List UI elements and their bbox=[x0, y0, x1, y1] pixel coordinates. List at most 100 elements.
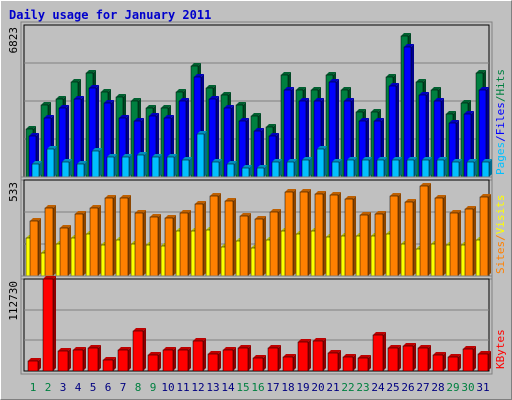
bar-pages-day-23 bbox=[361, 159, 370, 178]
bar-sites-day-6 bbox=[104, 197, 114, 277]
bar-top bbox=[134, 118, 144, 121]
legend-entry: Sites bbox=[494, 241, 507, 274]
bar-pages-day-1 bbox=[31, 163, 40, 178]
bar-side bbox=[294, 159, 297, 177]
x-tick-label: 3 bbox=[60, 381, 67, 394]
bar-pages-day-6 bbox=[106, 156, 115, 178]
bar-kbytes-day-29 bbox=[447, 356, 459, 372]
bar-top bbox=[104, 100, 114, 103]
bar-top bbox=[281, 72, 291, 75]
bar-side bbox=[323, 191, 326, 276]
bar-kbytes-day-30 bbox=[462, 348, 474, 372]
bar-top bbox=[227, 161, 237, 164]
bar-side bbox=[278, 209, 281, 276]
bar-top bbox=[193, 338, 206, 341]
bar-top bbox=[373, 332, 386, 335]
bar-sites-day-17 bbox=[269, 211, 279, 277]
bar-pages-day-24 bbox=[376, 159, 385, 178]
bar-top bbox=[480, 194, 491, 197]
bar-pages-day-16 bbox=[256, 167, 265, 178]
bar-pages-day-17 bbox=[271, 161, 280, 178]
bar-top bbox=[163, 347, 176, 350]
legend-bottom: KBytes bbox=[494, 329, 507, 369]
bar-top bbox=[401, 33, 411, 36]
bar-side bbox=[128, 347, 131, 371]
x-tick-label: 20 bbox=[311, 381, 324, 394]
bar-side bbox=[383, 332, 386, 371]
bar-kbytes-day-18 bbox=[282, 356, 294, 372]
bar-pages-day-20 bbox=[316, 148, 325, 178]
bar-top bbox=[105, 195, 116, 198]
bar-top bbox=[77, 161, 87, 164]
x-tick-label: 15 bbox=[236, 381, 249, 394]
bar-sites-day-21 bbox=[329, 194, 339, 277]
bar-side bbox=[99, 148, 102, 177]
bar-top bbox=[32, 161, 42, 164]
bar-pages-day-11 bbox=[181, 159, 190, 178]
bar-top bbox=[464, 111, 474, 114]
bar-side bbox=[353, 354, 356, 371]
bar-sites-day-29 bbox=[449, 212, 459, 277]
bar-top bbox=[389, 83, 399, 86]
bar-top bbox=[73, 347, 86, 350]
bar-top bbox=[75, 211, 86, 214]
bar-kbytes-day-14 bbox=[222, 349, 234, 372]
bar-side bbox=[308, 339, 311, 371]
bar-side bbox=[98, 205, 101, 276]
bar-kbytes-day-15 bbox=[237, 347, 249, 372]
bar-side bbox=[264, 165, 267, 177]
bar-top bbox=[92, 148, 102, 151]
bar-top bbox=[152, 154, 162, 157]
bar-side bbox=[369, 157, 372, 177]
bar-sites-day-20 bbox=[314, 193, 324, 277]
bar-kbytes-day-11 bbox=[177, 349, 189, 372]
bar-pages-day-13 bbox=[211, 161, 220, 178]
x-tick-label: 21 bbox=[326, 381, 339, 394]
bar-side bbox=[113, 357, 116, 371]
bar-side bbox=[339, 159, 342, 177]
bar-top bbox=[164, 115, 174, 118]
bar-pages-day-10 bbox=[166, 156, 175, 178]
bar-top bbox=[209, 96, 219, 99]
bar-side bbox=[411, 44, 414, 177]
x-tick-label: 12 bbox=[191, 381, 204, 394]
bar-sites-day-18 bbox=[284, 191, 294, 277]
legend-entry: Hits bbox=[494, 69, 507, 96]
bar-top bbox=[135, 210, 146, 213]
bar-side bbox=[428, 345, 431, 371]
bar-side bbox=[458, 354, 461, 371]
bar-top bbox=[341, 87, 351, 90]
bar-kbytes-day-12 bbox=[192, 340, 204, 372]
bar-side bbox=[233, 198, 236, 276]
bar-top bbox=[448, 354, 461, 357]
bar-pages-day-12 bbox=[196, 133, 205, 178]
x-tick-label: 11 bbox=[176, 381, 189, 394]
bar-side bbox=[68, 225, 71, 276]
bar-side bbox=[261, 128, 264, 177]
x-tick-label: 16 bbox=[251, 381, 264, 394]
bar-side bbox=[173, 215, 176, 276]
bar-side bbox=[83, 211, 86, 276]
bar-side bbox=[338, 350, 341, 371]
bar-top bbox=[418, 345, 431, 348]
bar-top bbox=[254, 128, 264, 131]
bar-top bbox=[461, 100, 471, 103]
bar-side bbox=[429, 157, 432, 177]
bar-side bbox=[426, 92, 429, 177]
bar-side bbox=[383, 211, 386, 276]
bar-top bbox=[284, 87, 294, 90]
bar-top bbox=[298, 339, 311, 342]
bar-side bbox=[188, 347, 191, 371]
bar-top bbox=[329, 79, 339, 82]
bar-side bbox=[143, 328, 146, 371]
bar-side bbox=[248, 345, 251, 371]
x-tick-label: 4 bbox=[75, 381, 82, 394]
bar-top bbox=[62, 159, 72, 162]
bar-pages-day-30 bbox=[466, 161, 475, 178]
bar-top bbox=[463, 346, 476, 349]
bar-top bbox=[283, 354, 296, 357]
bar-top bbox=[296, 87, 306, 90]
bar-sites-day-2 bbox=[44, 207, 54, 277]
bar-side bbox=[458, 210, 461, 276]
